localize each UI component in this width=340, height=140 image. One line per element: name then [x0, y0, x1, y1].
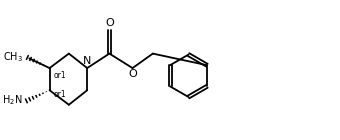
- Text: or1: or1: [53, 90, 66, 99]
- Text: or1: or1: [53, 71, 66, 80]
- Text: O: O: [129, 69, 137, 79]
- Text: O: O: [105, 18, 114, 28]
- Text: N: N: [83, 56, 91, 66]
- Text: H$_2$N: H$_2$N: [2, 94, 22, 108]
- Text: CH$_3$: CH$_3$: [3, 50, 23, 64]
